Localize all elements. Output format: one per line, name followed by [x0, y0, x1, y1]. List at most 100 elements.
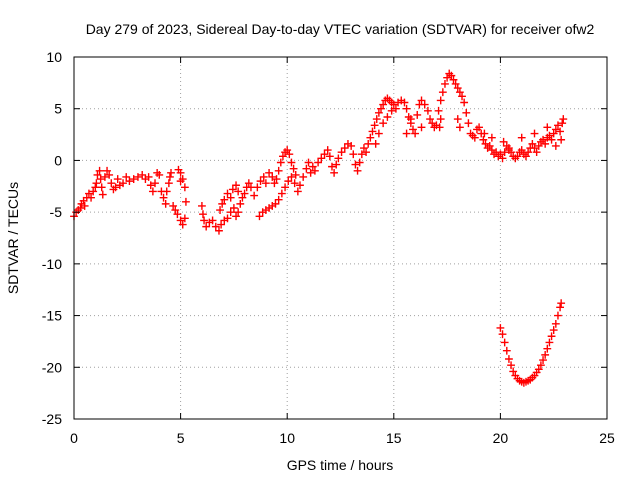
data-point — [287, 173, 296, 181]
data-point — [182, 197, 190, 206]
data-point — [409, 125, 417, 134]
data-point — [522, 152, 530, 161]
data-point — [337, 148, 346, 157]
data-point — [539, 356, 547, 364]
data-point — [500, 338, 509, 347]
data-point — [498, 330, 507, 339]
data-point — [211, 222, 220, 231]
data-point — [453, 115, 462, 123]
data-point — [173, 210, 182, 219]
data-point — [226, 193, 235, 202]
data-point — [528, 139, 537, 148]
data-point — [436, 96, 445, 105]
data-point — [101, 173, 109, 181]
data-point — [144, 173, 153, 181]
data-point — [530, 129, 539, 138]
data-point — [438, 88, 447, 97]
y-tick-labels: -25 -20 -15 -10 -5 0 5 10 — [42, 49, 62, 427]
y-tick-label: 0 — [54, 152, 62, 168]
data-point — [541, 139, 550, 148]
data-point — [479, 135, 488, 144]
data-point — [259, 173, 268, 181]
data-point — [496, 150, 505, 159]
data-point — [290, 179, 299, 188]
data-point — [556, 303, 564, 312]
data-point — [230, 204, 238, 212]
data-point — [464, 119, 473, 128]
data-point — [308, 162, 317, 171]
data-point — [287, 158, 296, 167]
data-point — [279, 152, 287, 161]
data-point — [530, 144, 539, 152]
data-point — [293, 187, 302, 196]
data-point — [244, 179, 253, 188]
data-point — [455, 123, 464, 132]
data-point — [223, 214, 232, 223]
y-tick-label: -20 — [42, 359, 62, 375]
data-point — [366, 133, 375, 142]
axis-ticks — [73, 56, 608, 420]
data-point — [198, 202, 206, 210]
data-point — [374, 108, 383, 117]
data-point — [174, 165, 183, 174]
series-1 — [496, 299, 566, 387]
data-point — [502, 346, 511, 355]
data-point — [314, 158, 323, 167]
data-point — [374, 129, 383, 138]
data-point — [543, 123, 552, 132]
data-point — [253, 183, 262, 192]
data-point — [122, 173, 131, 181]
data-point — [334, 154, 343, 163]
data-point — [517, 146, 526, 154]
data-point — [449, 75, 458, 84]
data-point — [215, 226, 223, 235]
data-point — [238, 193, 247, 202]
data-point — [377, 104, 385, 113]
data-point — [551, 142, 560, 150]
data-point — [323, 146, 332, 154]
data-point — [223, 189, 232, 198]
data-point — [234, 187, 243, 196]
data-point — [360, 144, 368, 152]
data-point — [176, 177, 185, 186]
data-point — [92, 179, 101, 188]
data-point — [255, 212, 264, 221]
data-point — [551, 125, 560, 134]
data-point — [340, 144, 349, 152]
data-point — [125, 177, 134, 186]
data-point — [364, 139, 373, 148]
data-point — [325, 152, 334, 161]
data-point — [379, 100, 388, 109]
data-point — [247, 183, 255, 192]
data-point — [283, 146, 292, 154]
data-point — [370, 121, 379, 130]
data-point — [545, 131, 554, 140]
data-point — [234, 208, 243, 217]
data-point — [451, 79, 460, 88]
data-point — [274, 166, 283, 175]
data-point — [200, 216, 208, 225]
data-point — [498, 154, 507, 163]
data-point — [532, 148, 541, 157]
data-point — [271, 199, 280, 208]
data-point — [119, 179, 127, 188]
series-0 — [70, 69, 568, 235]
data-point — [138, 171, 147, 179]
data-point — [534, 365, 543, 374]
data-point — [453, 84, 462, 92]
data-point — [353, 166, 362, 175]
data-point — [180, 183, 189, 192]
data-point — [413, 111, 422, 119]
data-point — [274, 195, 283, 204]
data-point — [547, 135, 556, 144]
data-point — [480, 129, 489, 138]
data-point — [417, 123, 426, 132]
data-point — [87, 193, 95, 202]
data-point — [148, 187, 157, 196]
data-point — [250, 191, 259, 200]
x-tick-label: 20 — [493, 430, 509, 446]
data-point — [441, 79, 449, 88]
data-point — [178, 220, 187, 229]
data-point — [107, 179, 116, 188]
data-point — [507, 361, 515, 370]
